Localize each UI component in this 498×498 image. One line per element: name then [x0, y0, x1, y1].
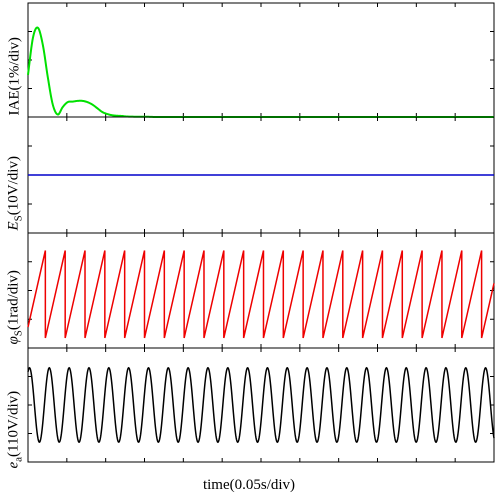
panel-4-series-line	[27, 366, 495, 444]
panel-3-ylabel-symbol: φ	[5, 336, 22, 345]
panel-1-frame	[27, 2, 495, 118]
panel-4-ylabel-sub: a	[12, 456, 25, 462]
panel-4-ylabel-text: (110V/div)	[5, 390, 22, 457]
panel-2-ylabel: ES(10V/div)	[5, 121, 25, 231]
x-axis-label: time(0.05s/div)	[202, 477, 296, 493]
panel-3-ylabel-text: (1rad/div)	[5, 270, 22, 331]
panel-3-ylabel: φS(1rad/div)	[5, 235, 25, 345]
panel-3-series-line	[27, 250, 495, 339]
panel-1-series-line	[27, 26, 494, 118]
panel-4-ylabel-symbol: e	[5, 461, 22, 469]
panel-4-frame	[27, 347, 495, 463]
panel-4-ylabel: ea(110V/div)	[6, 359, 25, 469]
panel-1-ylabel-text: IAE(1%/div)	[6, 37, 23, 116]
panel-3-ylabel-sub: S	[12, 330, 25, 337]
panel-1-ylabel: IAE(1%/div)	[6, 6, 24, 116]
panel-2-ylabel-symbol: E	[5, 221, 22, 231]
panel-2-ylabel-text: (10V/div)	[5, 156, 22, 216]
panel-2-ylabel-sub: S	[12, 215, 25, 222]
